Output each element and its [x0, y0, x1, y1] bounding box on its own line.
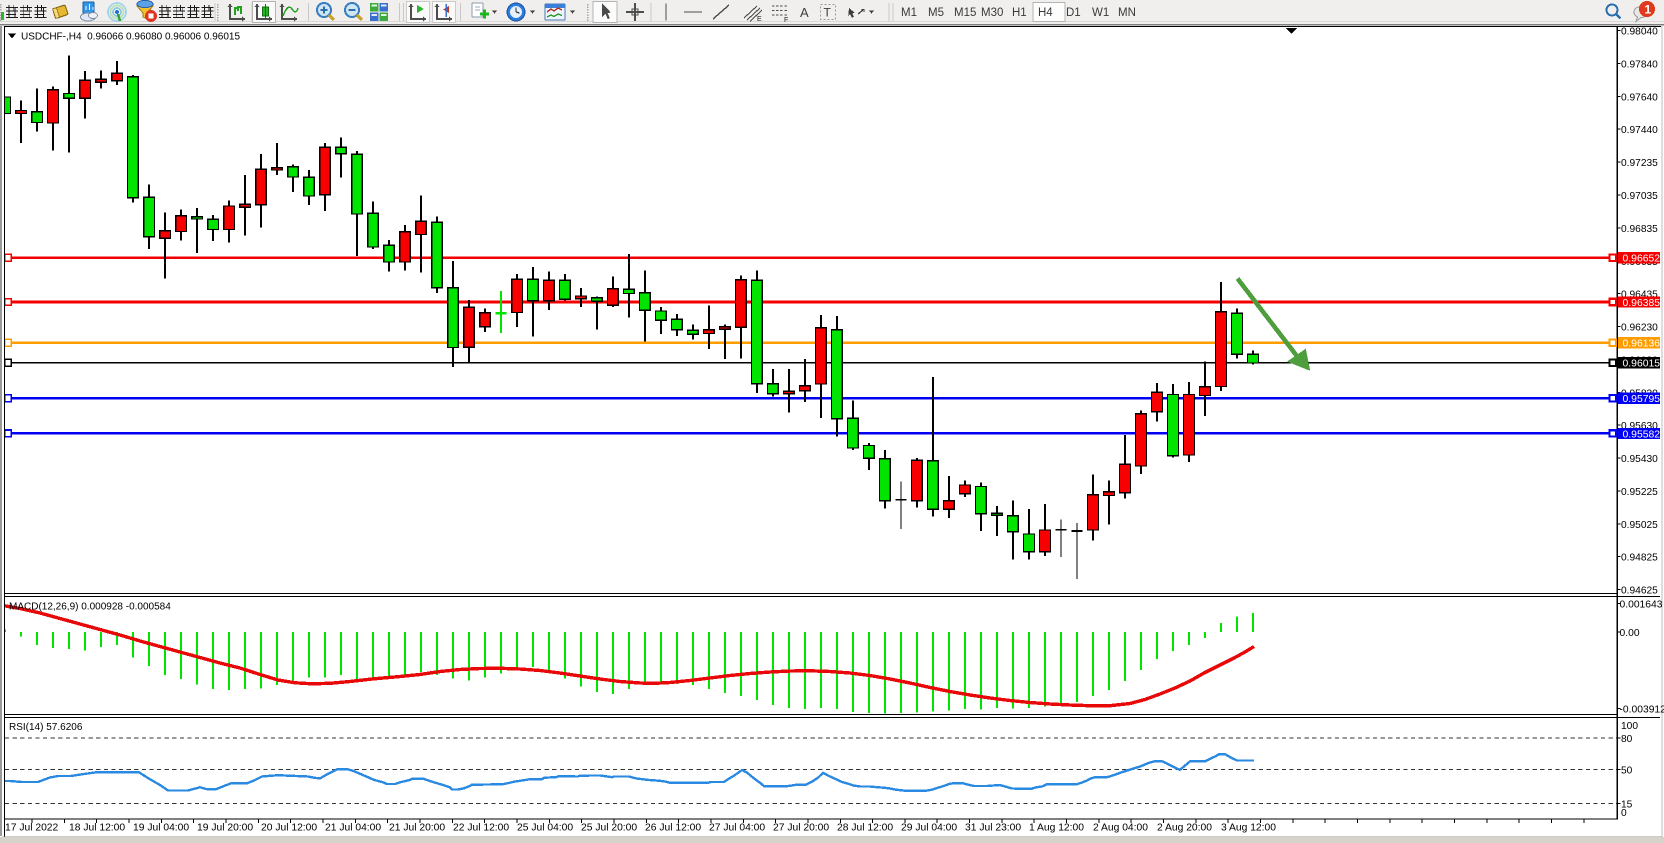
- svg-text:0.00: 0.00: [1620, 628, 1640, 639]
- svg-text:D1: D1: [1066, 7, 1081, 19]
- svg-text:0.001643: 0.001643: [1620, 600, 1663, 611]
- svg-text:M5: M5: [928, 7, 944, 19]
- svg-text:0.97640: 0.97640: [1621, 92, 1658, 103]
- svg-text:1 Aug 12:00: 1 Aug 12:00: [1029, 823, 1084, 834]
- svg-text:25 Jul 20:00: 25 Jul 20:00: [581, 823, 637, 834]
- svg-text:-0.003912: -0.003912: [1620, 705, 1664, 716]
- svg-text:0.96136: 0.96136: [1623, 339, 1661, 350]
- svg-text:25 Jul 04:00: 25 Jul 04:00: [517, 823, 573, 834]
- svg-text:21 Jul 04:00: 21 Jul 04:00: [325, 823, 381, 834]
- svg-text:MN: MN: [1118, 7, 1136, 19]
- svg-text:0.97035: 0.97035: [1621, 191, 1658, 202]
- svg-text:M15: M15: [954, 7, 976, 19]
- svg-text:29 Jul 04:00: 29 Jul 04:00: [901, 823, 957, 834]
- svg-text:0.94625: 0.94625: [1621, 586, 1658, 597]
- svg-text:MACD(12,26,9) 0.000928 -0.0005: MACD(12,26,9) 0.000928 -0.000584: [9, 602, 171, 613]
- svg-text:50: 50: [1621, 766, 1633, 777]
- svg-text:M30: M30: [981, 7, 1003, 19]
- svg-text:0.96385: 0.96385: [1623, 298, 1661, 309]
- svg-text:31 Jul 23:00: 31 Jul 23:00: [965, 823, 1021, 834]
- svg-text:27 Jul 04:00: 27 Jul 04:00: [709, 823, 765, 834]
- svg-text:T: T: [824, 6, 832, 20]
- svg-text:0.96435: 0.96435: [1621, 290, 1658, 301]
- svg-text:W1: W1: [1092, 7, 1109, 19]
- svg-text:2 Aug 20:00: 2 Aug 20:00: [1157, 823, 1212, 834]
- svg-text:0.97235: 0.97235: [1621, 158, 1658, 169]
- svg-text:3 Aug 12:00: 3 Aug 12:00: [1221, 823, 1276, 834]
- svg-text:H1: H1: [1012, 7, 1027, 19]
- svg-text:USDCHF-,H4 0.96066 0.96080 0.: USDCHF-,H4 0.96066 0.96080 0.96006 0.960…: [21, 32, 240, 43]
- svg-text:RSI(14) 57.6206: RSI(14) 57.6206: [9, 722, 83, 733]
- svg-text:20 Jul 12:00: 20 Jul 12:00: [261, 823, 317, 834]
- svg-text:22 Jul 12:00: 22 Jul 12:00: [453, 823, 509, 834]
- svg-text:0.95225: 0.95225: [1621, 487, 1658, 498]
- svg-text:A: A: [800, 5, 809, 20]
- svg-text:H4: H4: [1038, 7, 1053, 19]
- svg-text:0.95025: 0.95025: [1621, 520, 1658, 531]
- svg-text:0.94825: 0.94825: [1621, 553, 1658, 564]
- svg-text:17 Jul 2022: 17 Jul 2022: [5, 823, 59, 834]
- svg-text:0.98040: 0.98040: [1621, 27, 1658, 38]
- svg-text:0.96015: 0.96015: [1623, 359, 1661, 370]
- svg-text:0.95430: 0.95430: [1621, 454, 1658, 465]
- svg-text:80: 80: [1621, 734, 1633, 745]
- svg-text:0: 0: [1621, 808, 1627, 819]
- svg-text:19 Jul 04:00: 19 Jul 04:00: [133, 823, 189, 834]
- svg-text:0.96835: 0.96835: [1621, 224, 1658, 235]
- svg-text:F: F: [784, 17, 788, 24]
- svg-text:26 Jul 12:00: 26 Jul 12:00: [645, 823, 701, 834]
- svg-text:18 Jul 12:00: 18 Jul 12:00: [69, 823, 125, 834]
- svg-text:M1: M1: [901, 7, 917, 19]
- svg-text:0.97440: 0.97440: [1621, 125, 1658, 136]
- svg-text:0.95582: 0.95582: [1623, 429, 1661, 440]
- svg-text:0.96230: 0.96230: [1621, 323, 1658, 334]
- svg-text:15: 15: [1621, 800, 1633, 811]
- svg-text:0.96652: 0.96652: [1623, 254, 1661, 265]
- svg-text:0.97840: 0.97840: [1621, 60, 1658, 71]
- svg-text:0.95630: 0.95630: [1621, 421, 1658, 432]
- svg-text:21 Jul 20:00: 21 Jul 20:00: [389, 823, 445, 834]
- svg-text:27 Jul 20:00: 27 Jul 20:00: [773, 823, 829, 834]
- svg-text:28 Jul 12:00: 28 Jul 12:00: [837, 823, 893, 834]
- svg-text:0.95795: 0.95795: [1623, 394, 1661, 405]
- svg-text:19 Jul 20:00: 19 Jul 20:00: [197, 823, 253, 834]
- svg-text:1: 1: [1645, 3, 1652, 17]
- svg-text:E: E: [757, 16, 762, 23]
- svg-text:2 Aug 04:00: 2 Aug 04:00: [1093, 823, 1148, 834]
- svg-text:100: 100: [1621, 721, 1638, 732]
